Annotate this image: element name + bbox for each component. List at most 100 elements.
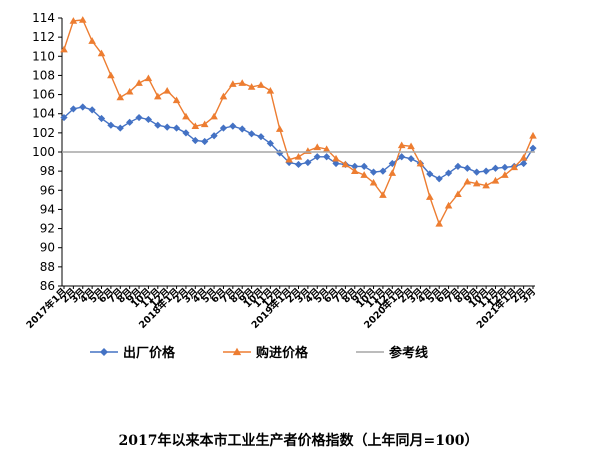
x-axis: 2017年1月2月3月4月5月6月7月8月9月10月11月12月2018年1月2… <box>24 285 538 331</box>
data-point <box>200 120 209 128</box>
data-point <box>435 175 443 183</box>
y-tick-label: 88 <box>40 260 55 274</box>
y-tick-label: 104 <box>32 107 55 121</box>
data-point <box>322 145 331 152</box>
data-point <box>182 112 190 120</box>
data-point <box>454 190 462 197</box>
legend-item: 购进价格 <box>223 345 309 361</box>
data-point <box>491 164 500 172</box>
data-point <box>360 171 368 178</box>
data-point <box>60 113 68 122</box>
data-point <box>163 86 171 94</box>
data-point <box>88 37 96 44</box>
y-tick-label: 98 <box>40 164 55 178</box>
data-point <box>388 159 396 168</box>
data-point <box>126 118 134 126</box>
data-point <box>529 131 537 139</box>
data-point <box>473 168 481 176</box>
data-point <box>210 132 218 140</box>
data-point <box>229 80 237 87</box>
data-point <box>313 143 322 151</box>
data-point <box>407 155 415 163</box>
data-point <box>210 112 218 120</box>
data-point <box>238 125 246 133</box>
legend-marker <box>100 348 108 356</box>
chart-caption: 2017年以来本市工业生产者价格指数（上年同月=100） <box>118 433 479 449</box>
data-point <box>501 171 509 178</box>
data-point <box>88 106 96 114</box>
data-point <box>276 149 284 157</box>
data-point <box>332 154 340 162</box>
data-point <box>219 124 228 132</box>
data-point <box>78 16 87 23</box>
data-point <box>379 191 387 198</box>
data-point <box>97 114 106 123</box>
data-point <box>501 163 509 171</box>
y-tick-label: 112 <box>32 30 55 44</box>
data-point <box>444 169 453 177</box>
data-point <box>463 164 471 172</box>
data-point <box>182 129 190 137</box>
data-point <box>519 153 528 161</box>
data-point <box>313 153 321 161</box>
data-point <box>116 93 125 101</box>
data-point <box>107 71 115 79</box>
series-1 <box>60 103 537 183</box>
data-point <box>135 79 143 86</box>
data-point <box>201 137 209 146</box>
legend-label: 出厂价格 <box>123 345 176 361</box>
data-point <box>69 105 77 113</box>
y-tick-label: 94 <box>40 202 55 216</box>
data-point <box>125 87 134 95</box>
data-point <box>350 167 359 174</box>
data-point <box>323 153 331 161</box>
legend-label: 购进价格 <box>256 345 309 361</box>
data-point <box>482 167 490 175</box>
legend: 出厂价格 购进价格 参考线 <box>90 345 428 361</box>
data-point <box>285 155 293 163</box>
data-point <box>529 144 537 152</box>
y-tick-label: 110 <box>32 49 55 63</box>
series-line <box>63 19 534 226</box>
data-point <box>172 124 181 132</box>
data-point <box>144 115 153 124</box>
data-point <box>191 122 200 130</box>
data-point <box>135 113 143 122</box>
y-tick-label: 106 <box>32 88 55 102</box>
y-tick-label: 100 <box>32 145 55 159</box>
data-point <box>510 163 519 171</box>
legend-label: 参考线 <box>389 345 428 361</box>
y-tick-label: 92 <box>40 222 55 236</box>
data-point <box>491 176 500 184</box>
data-point <box>426 170 434 178</box>
data-point <box>229 122 237 130</box>
data-point <box>247 83 256 90</box>
data-point <box>116 124 124 132</box>
data-point <box>351 162 359 170</box>
data-point <box>294 152 303 160</box>
data-point <box>369 168 378 176</box>
data-point <box>369 178 378 186</box>
legend-marker <box>232 347 242 356</box>
data-point <box>191 136 199 145</box>
data-point <box>275 125 284 132</box>
data-point <box>60 45 68 53</box>
data-point <box>426 193 434 200</box>
data-point <box>238 79 247 86</box>
data-point <box>341 160 350 168</box>
data-point <box>472 179 481 187</box>
data-point <box>79 103 87 111</box>
data-point <box>172 96 181 104</box>
data-point <box>304 158 312 167</box>
series-2 <box>60 16 537 227</box>
legend-item: 出厂价格 <box>90 345 176 361</box>
data-point <box>248 130 256 138</box>
y-tick-label: 114 <box>32 11 55 25</box>
data-point <box>97 49 106 57</box>
y-tick-label: 86 <box>40 279 55 293</box>
data-point <box>294 160 303 169</box>
y-axis: 86 88 90 92 94 96 98 100 102 104 106 108 110 112 114 <box>32 11 63 293</box>
plot-area <box>60 16 537 227</box>
data-point <box>435 219 443 227</box>
data-point <box>360 162 368 170</box>
